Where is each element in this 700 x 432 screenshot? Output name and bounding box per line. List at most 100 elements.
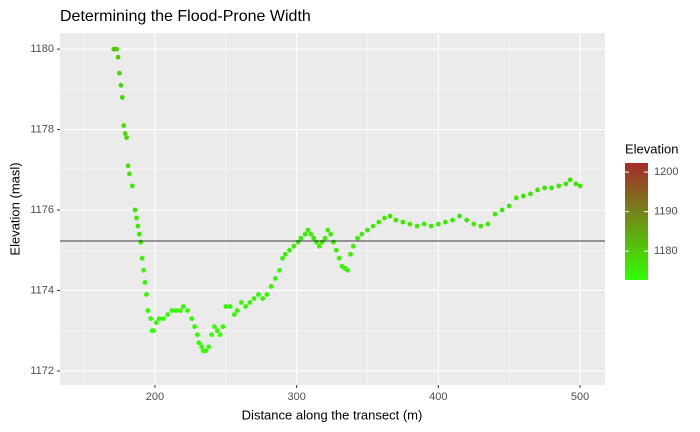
- point: [464, 217, 470, 223]
- point: [199, 344, 205, 350]
- point: [135, 223, 141, 229]
- x-tick-label: 400: [429, 391, 447, 403]
- point: [298, 235, 304, 241]
- point: [319, 239, 325, 245]
- point: [251, 296, 257, 301]
- point: [272, 275, 278, 281]
- y-axis-title: Elevation (masl): [7, 162, 22, 255]
- point: [577, 183, 583, 189]
- point: [506, 203, 512, 209]
- point: [169, 308, 175, 313]
- point: [122, 131, 128, 136]
- point: [471, 221, 477, 227]
- y-tick-label: 1180: [30, 43, 54, 55]
- point: [231, 312, 237, 317]
- point: [185, 308, 190, 313]
- point: [287, 247, 292, 253]
- point: [393, 217, 399, 223]
- point: [350, 243, 356, 249]
- point: [203, 348, 209, 354]
- point: [499, 207, 505, 213]
- x-tick-label: 500: [571, 391, 589, 403]
- x-tick-label: 200: [146, 391, 164, 403]
- point: [316, 243, 322, 249]
- point: [302, 231, 308, 237]
- point: [359, 231, 365, 237]
- legend-tick-label: 1200: [654, 166, 678, 178]
- point: [325, 227, 331, 233]
- point: [311, 235, 317, 241]
- y-tick-label: 1174: [30, 284, 54, 296]
- point: [400, 219, 406, 225]
- point: [365, 227, 370, 233]
- point: [255, 292, 261, 297]
- point: [139, 255, 145, 261]
- point: [308, 231, 314, 237]
- point: [206, 344, 212, 350]
- point: [119, 94, 125, 100]
- point: [264, 292, 270, 297]
- point: [127, 171, 132, 177]
- point: [421, 221, 427, 227]
- point: [156, 316, 162, 322]
- point: [305, 227, 311, 233]
- point: [178, 308, 183, 313]
- point: [355, 235, 360, 241]
- point: [345, 267, 351, 273]
- point: [336, 255, 342, 261]
- legend-tick-label: 1190: [654, 206, 678, 218]
- point: [443, 219, 448, 225]
- point: [247, 300, 253, 305]
- point: [223, 304, 229, 309]
- point: [196, 340, 202, 346]
- point: [260, 296, 266, 301]
- point: [291, 243, 297, 249]
- point: [528, 191, 533, 197]
- point: [333, 247, 339, 253]
- point: [370, 223, 376, 229]
- point: [549, 185, 555, 191]
- point: [141, 267, 147, 273]
- plot-panel: [60, 33, 605, 385]
- point: [220, 324, 226, 330]
- point: [414, 223, 420, 229]
- point: [563, 181, 569, 187]
- point: [144, 292, 149, 297]
- point: [387, 213, 393, 219]
- point: [134, 215, 139, 221]
- point: [435, 221, 441, 227]
- point: [214, 328, 220, 334]
- point: [151, 328, 156, 334]
- point: [567, 177, 573, 183]
- point: [535, 187, 540, 193]
- point: [407, 221, 413, 227]
- chart-title: Determining the Flood-Prone Width: [60, 8, 311, 25]
- y-tick-label: 1176: [30, 204, 54, 216]
- point: [136, 231, 142, 237]
- point: [124, 135, 130, 140]
- point: [114, 46, 120, 52]
- point: [277, 267, 283, 273]
- point: [117, 70, 122, 76]
- x-tick-label: 300: [287, 391, 305, 403]
- point: [348, 251, 353, 257]
- point: [428, 223, 434, 229]
- point: [238, 300, 244, 305]
- point: [227, 304, 233, 309]
- x-axis-title: Distance along the transect (m): [242, 407, 423, 422]
- point: [118, 82, 124, 88]
- point: [129, 183, 135, 189]
- point: [209, 332, 215, 338]
- point: [125, 163, 131, 169]
- point: [542, 185, 548, 191]
- point: [478, 223, 484, 229]
- point: [180, 304, 186, 309]
- point: [457, 213, 463, 219]
- y-tick-label: 1178: [30, 123, 54, 135]
- point: [513, 195, 519, 201]
- point: [173, 308, 179, 313]
- point: [450, 217, 455, 223]
- point: [192, 324, 198, 330]
- point: [382, 215, 387, 221]
